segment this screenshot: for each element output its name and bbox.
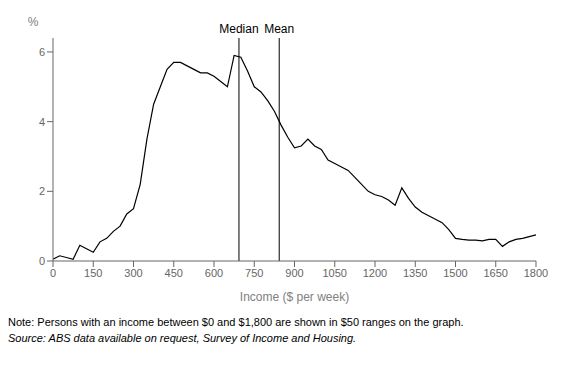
svg-text:1650: 1650 (484, 267, 508, 279)
svg-text:450: 450 (165, 267, 183, 279)
svg-text:150: 150 (84, 267, 102, 279)
svg-text:1050: 1050 (323, 267, 347, 279)
svg-text:0: 0 (39, 255, 45, 267)
html-text:Note: Persons with an income b: Note: Persons with an income between $0 … (8, 316, 464, 328)
svg-text:6: 6 (39, 46, 45, 58)
svg-text:Median: Median (219, 22, 258, 36)
svg-text:Income ($ per week): Income ($ per week) (240, 290, 349, 304)
svg-text:900: 900 (285, 267, 303, 279)
svg-text:1350: 1350 (403, 267, 427, 279)
svg-text:4: 4 (39, 116, 45, 128)
svg-text:2: 2 (39, 185, 45, 197)
svg-text:1800: 1800 (524, 267, 548, 279)
svg-text:%: % (28, 15, 39, 29)
svg-text:300: 300 (124, 267, 142, 279)
svg-text:Mean: Mean (264, 22, 294, 36)
svg-text:600: 600 (205, 267, 223, 279)
html-text:Source: ABS data available on: Source: ABS data available on request, S… (8, 332, 357, 344)
svg-text:0: 0 (50, 267, 56, 279)
svg-text:1500: 1500 (443, 267, 467, 279)
svg-text:750: 750 (245, 267, 263, 279)
svg-text:1200: 1200 (363, 267, 387, 279)
